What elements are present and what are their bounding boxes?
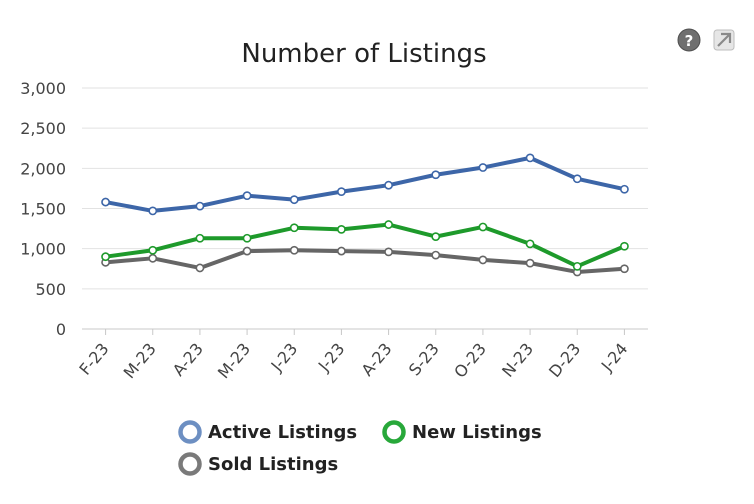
legend-marker <box>178 452 202 476</box>
y-tick-label: 1,500 <box>20 200 66 219</box>
x-tick-label: A-23 <box>169 339 207 379</box>
data-point[interactable] <box>242 191 252 201</box>
legend-label: Active Listings <box>208 422 357 443</box>
y-axis: 0 500 1,000 1,500 2,000 2,500 3,000 <box>20 79 66 339</box>
data-point[interactable] <box>289 245 299 255</box>
data-point[interactable] <box>289 195 299 205</box>
legend-item-active-listings[interactable]: Active Listings <box>178 420 358 444</box>
settings-icon[interactable] <box>713 29 735 51</box>
grid-lines <box>82 87 648 330</box>
data-point[interactable] <box>195 233 205 243</box>
data-point[interactable] <box>289 223 299 233</box>
data-point[interactable] <box>478 222 488 232</box>
data-point[interactable] <box>195 201 205 211</box>
data-point[interactable] <box>620 264 629 274</box>
x-tick-label: A-23 <box>357 339 395 379</box>
x-tick-label: F-23 <box>75 339 112 378</box>
data-point[interactable] <box>478 255 488 265</box>
data-point[interactable] <box>478 163 488 172</box>
data-point[interactable] <box>431 232 441 242</box>
data-point[interactable] <box>242 246 252 256</box>
legend-label: New Listings <box>412 422 542 443</box>
y-tick-label: 2,500 <box>20 119 66 138</box>
data-point[interactable] <box>620 184 629 194</box>
series-line <box>103 248 627 274</box>
legend-item-new-listings[interactable]: New Listings <box>382 420 542 444</box>
data-point[interactable] <box>525 258 535 268</box>
data-point[interactable] <box>242 233 252 243</box>
y-tick-label: 1,000 <box>20 240 66 259</box>
x-tick-label: N-23 <box>498 339 537 380</box>
legend-marker <box>178 420 202 444</box>
x-tick-label: D-23 <box>545 339 584 381</box>
series-active-listings <box>101 153 629 216</box>
series-line <box>103 222 627 269</box>
legend: Active Listings New Listings Sold Listings <box>178 420 542 476</box>
data-point[interactable] <box>384 220 393 229</box>
data-point[interactable] <box>384 247 393 257</box>
x-tick-label: J-23 <box>267 339 302 375</box>
series-line <box>103 155 627 213</box>
chart-title: Number of Listings <box>241 39 486 69</box>
data-point[interactable] <box>337 187 346 197</box>
legend-item-sold-listings[interactable]: Sold Listings <box>178 452 339 476</box>
plot-area <box>101 153 629 277</box>
data-point[interactable] <box>148 253 158 263</box>
x-tick-label: O-23 <box>450 339 490 381</box>
legend-label: Sold Listings <box>208 454 338 475</box>
data-point[interactable] <box>148 206 158 216</box>
data-point[interactable] <box>101 197 110 207</box>
svg-text:?: ? <box>685 32 694 50</box>
data-point[interactable] <box>572 261 582 271</box>
x-tick-label: J-24 <box>597 339 632 375</box>
x-tick-label: S-23 <box>405 339 443 379</box>
data-point[interactable] <box>431 170 441 180</box>
x-tick-label: J-23 <box>314 339 349 375</box>
y-tick-label: 2,000 <box>20 159 66 178</box>
series-new-listings <box>101 220 629 271</box>
data-point[interactable] <box>384 180 393 190</box>
data-point[interactable] <box>337 224 346 234</box>
data-point[interactable] <box>620 241 629 251</box>
data-point[interactable] <box>431 250 441 260</box>
y-tick-label: 0 <box>56 320 66 339</box>
data-point[interactable] <box>525 153 535 163</box>
series-sold-listings <box>101 245 629 277</box>
x-axis: F-23 M-23 A-23 M-23 J-23 J-23 A-23 S-23 O-23 N-23… <box>75 329 631 382</box>
data-point[interactable] <box>101 252 110 262</box>
legend-marker <box>382 420 406 444</box>
data-point[interactable] <box>337 246 346 256</box>
y-tick-label: 3,000 <box>20 79 66 98</box>
data-point[interactable] <box>195 263 205 273</box>
help-circle-icon[interactable]: ? <box>677 28 701 52</box>
y-tick-label: 500 <box>35 280 66 299</box>
data-point[interactable] <box>572 174 582 184</box>
data-point[interactable] <box>525 239 535 249</box>
data-point[interactable] <box>148 245 158 255</box>
x-tick-label: M-23 <box>214 339 254 382</box>
x-tick-label: M-23 <box>120 339 160 382</box>
